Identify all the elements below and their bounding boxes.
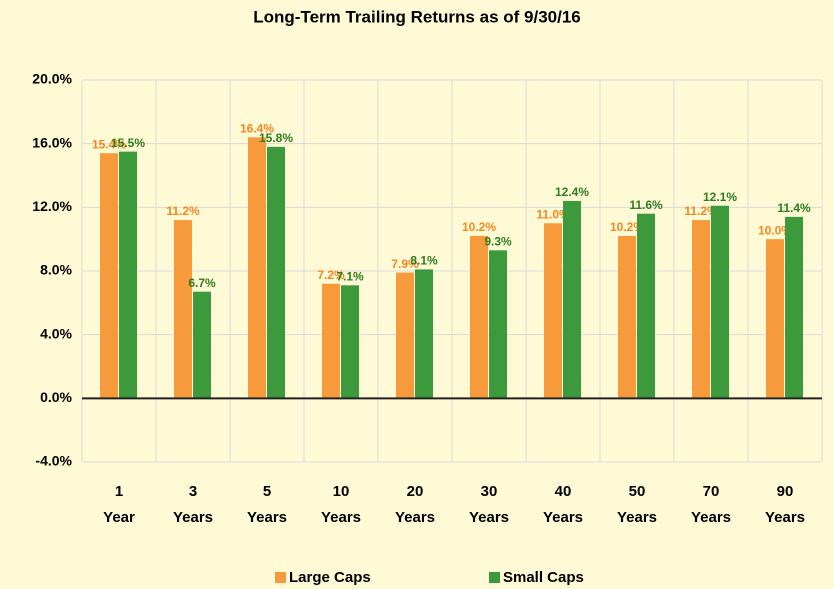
- data-label: 7.9%: [391, 257, 419, 271]
- y-tick-label: 0.0%: [40, 389, 72, 405]
- x-tick-label: 70: [703, 483, 720, 500]
- bar: [174, 220, 192, 399]
- y-tick-label: 4.0%: [40, 325, 72, 341]
- x-tick-label: 30: [481, 483, 498, 500]
- data-label: 10.0%: [758, 223, 792, 237]
- bar: [470, 235, 488, 399]
- data-label: 15.5%: [111, 136, 145, 150]
- y-tick-label: 20.0%: [32, 71, 72, 87]
- bar: [193, 291, 211, 399]
- bar: [396, 272, 414, 399]
- bar: [267, 146, 285, 399]
- data-label: 11.6%: [629, 198, 663, 212]
- x-tick-label: Years: [469, 509, 509, 526]
- x-tick-label: Year: [103, 509, 135, 526]
- x-tick-label: 50: [629, 483, 646, 500]
- x-tick-label: Years: [617, 509, 657, 526]
- data-label: 11.2%: [166, 204, 200, 218]
- data-label: 7.1%: [336, 269, 364, 283]
- legend-label: Small Caps: [503, 569, 584, 586]
- data-label: 15.4%: [92, 137, 126, 151]
- data-label: 10.2%: [610, 220, 644, 234]
- x-tick-label: Years: [543, 509, 583, 526]
- data-label: 15.8%: [259, 131, 293, 145]
- y-tick-label: 12.0%: [32, 198, 72, 214]
- bar: [563, 200, 581, 399]
- x-tick-label: 20: [407, 483, 424, 500]
- x-tick-label: 90: [777, 483, 794, 500]
- data-label: 7.2%: [317, 268, 345, 282]
- data-label: 11.0%: [536, 207, 570, 221]
- legend-swatch: [275, 572, 286, 583]
- bar: [544, 223, 562, 399]
- bar: [248, 137, 266, 399]
- bar: [711, 205, 729, 399]
- x-tick-label: Years: [247, 509, 287, 526]
- data-label: 12.1%: [703, 190, 737, 204]
- data-label: 16.4%: [240, 121, 274, 135]
- bar: [119, 151, 137, 399]
- x-tick-label: 5: [263, 483, 271, 500]
- legend-label: Large Caps: [289, 569, 371, 586]
- bar: [785, 216, 803, 399]
- bar: [100, 153, 118, 399]
- x-tick-label: 1: [115, 483, 123, 500]
- bar: [415, 269, 433, 399]
- data-label: 11.2%: [684, 204, 718, 218]
- bar: [489, 250, 507, 399]
- legend-swatch: [489, 572, 500, 583]
- bar: [618, 235, 636, 399]
- x-tick-label: Years: [173, 509, 213, 526]
- data-label: 11.4%: [777, 201, 811, 215]
- bar: [637, 213, 655, 399]
- data-label: 10.2%: [462, 220, 496, 234]
- x-tick-label: Years: [321, 509, 361, 526]
- data-label: 12.4%: [555, 185, 589, 199]
- x-tick-label: Years: [395, 509, 435, 526]
- x-tick-label: Years: [691, 509, 731, 526]
- y-tick-label: 8.0%: [40, 262, 72, 278]
- data-label: 6.7%: [188, 276, 216, 290]
- x-tick-label: 40: [555, 483, 572, 500]
- x-tick-label: Years: [765, 509, 805, 526]
- bar: [766, 239, 784, 399]
- data-label: 8.1%: [410, 254, 438, 268]
- bar: [322, 283, 340, 399]
- bar: [692, 220, 710, 399]
- chart-title: Long-Term Trailing Returns as of 9/30/16: [253, 7, 580, 26]
- y-tick-label: -4.0%: [35, 453, 72, 469]
- data-label: 9.3%: [484, 234, 512, 248]
- bar: [341, 285, 359, 399]
- y-tick-label: 16.0%: [32, 134, 72, 150]
- x-tick-label: 3: [189, 483, 197, 500]
- x-tick-label: 10: [333, 483, 350, 500]
